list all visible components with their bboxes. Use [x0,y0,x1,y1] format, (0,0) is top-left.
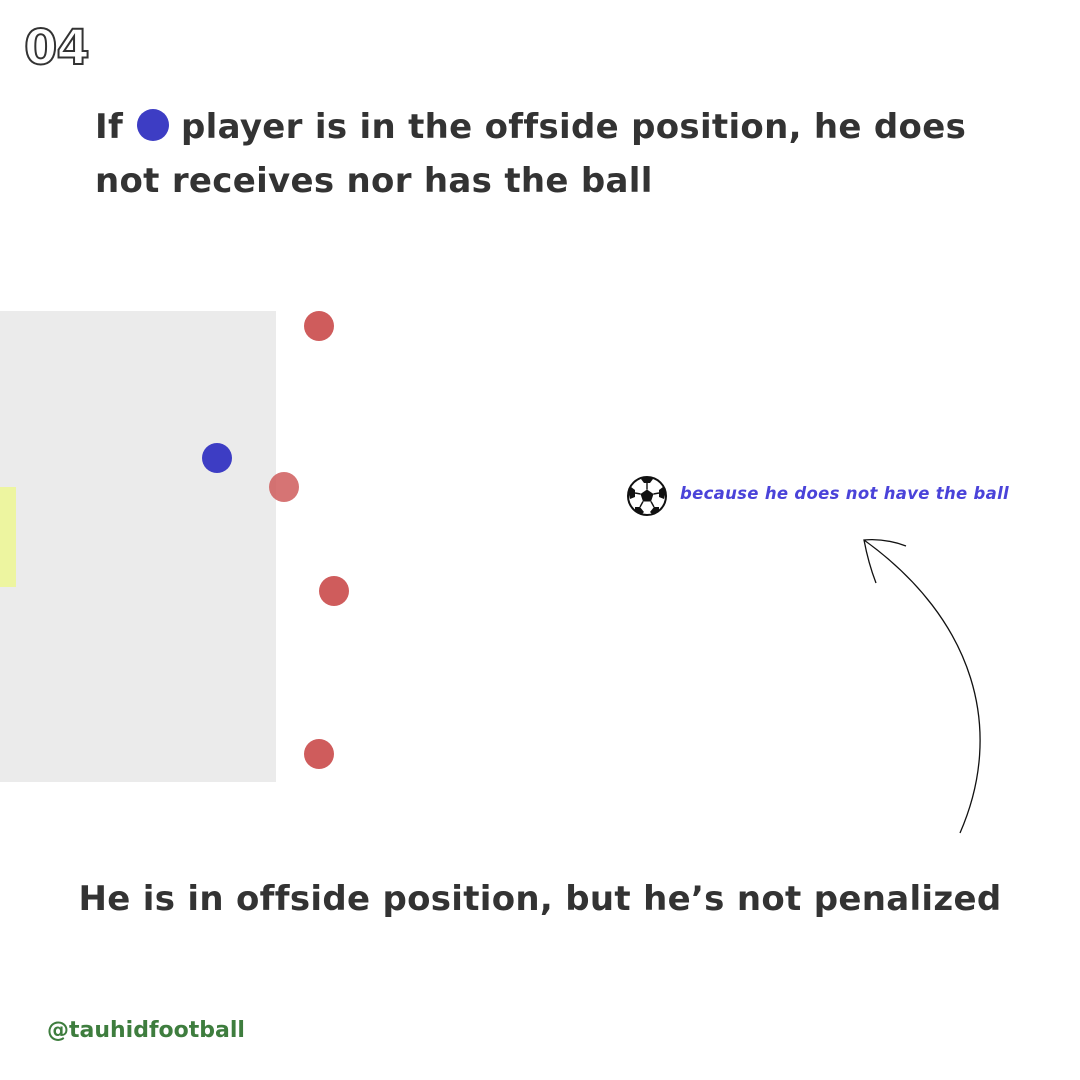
headline: If player is in the offside position, he … [95,100,1025,208]
penalty-area [0,311,276,782]
annotation-text: because he does not have the ball [680,484,1010,503]
slide-number: 04 [23,20,91,76]
defender-player-1 [304,311,334,341]
attacker-legend-dot [137,109,170,141]
headline-line-1: If player is in the offside position, he … [95,100,1025,154]
headline-line-1-start: If [95,107,124,147]
headline-line-1-end: player is in the offside position, he do… [181,107,967,147]
curved-arrow-shaft [863,539,981,834]
attacker-player [202,443,232,473]
headline-line-2: not receives nor has the ball [95,161,653,201]
conclusion-text: He is in offside position, but he’s not … [78,879,1002,919]
defender-player-2 [269,472,299,502]
social-handle: @tauhidfootball [47,1018,245,1043]
defender-player-3 [319,576,349,606]
defender-player-4 [304,739,334,769]
soccer-ball-icon [627,476,667,516]
curved-arrow-head [863,539,907,584]
goal-marker [0,487,16,587]
